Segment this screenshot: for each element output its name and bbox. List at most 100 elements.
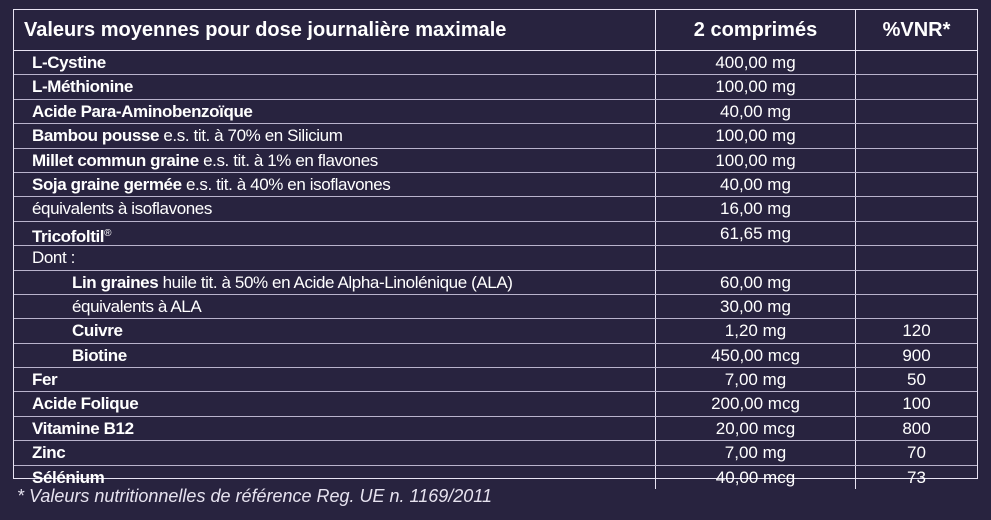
nutrient-name: Acide Folique [32,394,139,414]
row-label: Biotine [14,344,655,367]
header-vnr: %VNR* [855,10,977,50]
nutrient-vnr: 900 [855,343,977,368]
nutrient-vnr: 100 [855,392,977,416]
row-label: Tricofoltil® [14,222,655,246]
nutrient-name: Lin graines [72,272,159,292]
nutrient-vnr: 120 [855,319,977,343]
table-row: Vitamine B12 20,00 mcg 800 [14,416,977,442]
nutrient-detail: équivalents à ALA [72,296,202,316]
nutrient-name: Vitamine B12 [32,418,134,438]
nutrient-amount: 1,20 mg [655,319,855,343]
nutrient-name: Tricofoltil [32,226,105,246]
row-label: Zinc [14,441,655,464]
table-row: équivalents à ALA 30,00 mg [14,294,977,320]
nutrition-table: Valeurs moyennes pour dose journalière m… [13,9,978,490]
nutrient-name: Zinc [32,443,66,463]
nutrient-vnr [855,148,977,172]
nutrient-detail: e.s. tit. à 1% en flavones [198,150,378,170]
nutrient-amount: 100,00 mg [655,124,855,148]
table-row: L-Cystine 400,00 mg [14,51,977,76]
nutrient-detail: e.s. tit. à 40% en isoflavones [181,174,391,194]
footnote: * Valeurs nutritionnelles de référence R… [17,486,492,506]
nutrient-amount: 450,00 mcg [655,343,855,368]
nutrient-detail: e.s. tit. à 70% en Silicium [159,126,343,146]
row-label: Lin graines huile tit. à 50% en Acide Al… [14,271,655,294]
table-row: Tricofoltil® 61,65 mg [14,221,977,247]
nutrient-amount: 20,00 mcg [655,416,855,441]
nutrient-vnr: 70 [855,441,977,465]
nutrient-amount: 40,00 mg [655,172,855,197]
nutrient-vnr: 73 [855,465,977,490]
table-header: Valeurs moyennes pour dose journalière m… [14,10,977,51]
row-label: L-Méthionine [14,75,655,98]
nutrient-name: Cuivre [72,321,123,341]
table-row: Lin graines huile tit. à 50% en Acide Al… [14,270,977,295]
table-row: Acide Folique 200,00 mcg 100 [14,392,977,417]
nutrient-vnr [855,221,977,246]
nutrient-vnr [855,246,977,270]
row-label: équivalents à isoflavones [14,197,655,220]
nutrient-vnr [855,270,977,294]
nutrient-amount: 16,00 mg [655,197,855,221]
table-row: Sélénium 40,00 mcg 73 [14,465,977,490]
table-row: Fer 7,00 mg 50 [14,368,977,393]
table-row: équivalents à isoflavones 16,00 mg [14,197,977,222]
nutrient-name: Soja graine germée [32,174,182,194]
nutrient-vnr [855,51,977,75]
nutrient-amount [655,246,855,270]
header-amount: 2 comprimés [655,10,855,50]
row-label: L-Cystine [14,51,655,74]
row-label: Bambou pousse e.s. tit. à 70% en Siliciu… [14,124,655,147]
nutrient-amount: 7,00 mg [655,441,855,465]
row-label: équivalents à ALA [14,295,655,318]
nutrient-detail: équivalents à isoflavones [32,199,212,219]
row-label: Vitamine B12 [14,417,655,440]
nutrient-amount: 40,00 mcg [655,465,855,490]
nutrient-amount: 200,00 mcg [655,392,855,416]
nutrient-amount: 100,00 mg [655,148,855,172]
row-label: Dont : [14,246,655,269]
table-row: Zinc 7,00 mg 70 [14,441,977,466]
nutrient-amount: 30,00 mg [655,294,855,319]
nutrient-vnr [855,172,977,197]
table-row: Dont : [14,246,977,271]
nutrient-vnr [855,75,977,99]
row-label: Acide Folique [14,392,655,415]
table-row: Millet commun graine e.s. tit. à 1% en f… [14,148,977,173]
nutrient-detail: huile tit. à 50% en Acide Alpha-Linoléni… [158,272,513,292]
table-row: Cuivre 1,20 mg 120 [14,319,977,344]
row-label: Millet commun graine e.s. tit. à 1% en f… [14,149,655,172]
row-label: Fer [14,368,655,391]
table-row: Soja graine germée e.s. tit. à 40% en is… [14,172,977,198]
row-label: Acide Para-Aminobenzoïque [14,100,655,123]
nutrient-name: Biotine [72,345,127,365]
nutrient-amount: 60,00 mg [655,270,855,294]
registered-mark: ® [104,227,112,239]
row-label: Soja graine germée e.s. tit. à 40% en is… [14,173,655,196]
nutrient-amount: 40,00 mg [655,99,855,124]
row-label: Cuivre [14,319,655,342]
nutrient-name: L-Cystine [32,53,106,72]
nutrient-name: Bambou pousse [32,126,160,146]
nutrient-amount: 400,00 mg [655,51,855,75]
header-nutrient: Valeurs moyennes pour dose journalière m… [24,18,507,41]
nutrient-name: Sélénium [32,467,105,487]
nutrient-amount: 61,65 mg [655,221,855,246]
nutrient-name: Fer [32,370,58,390]
nutrient-vnr [855,99,977,124]
nutrient-vnr: 800 [855,416,977,441]
table-row: Biotine 450,00 mcg 900 [14,343,977,369]
nutrient-vnr [855,197,977,221]
row-label: Sélénium [14,466,655,489]
nutrient-vnr [855,124,977,148]
table-row: L-Méthionine 100,00 mg [14,75,977,100]
nutrient-name: Acide Para-Aminobenzoïque [32,101,253,121]
nutrient-detail: Dont : [32,248,75,268]
table-row: Acide Para-Aminobenzoïque 40,00 mg [14,99,977,125]
nutrient-amount: 7,00 mg [655,368,855,392]
nutrient-amount: 100,00 mg [655,75,855,99]
table-row: Bambou pousse e.s. tit. à 70% en Siliciu… [14,124,977,149]
nutrient-vnr: 50 [855,368,977,392]
nutrient-name: Millet commun graine [32,150,199,170]
nutrient-vnr [855,294,977,319]
